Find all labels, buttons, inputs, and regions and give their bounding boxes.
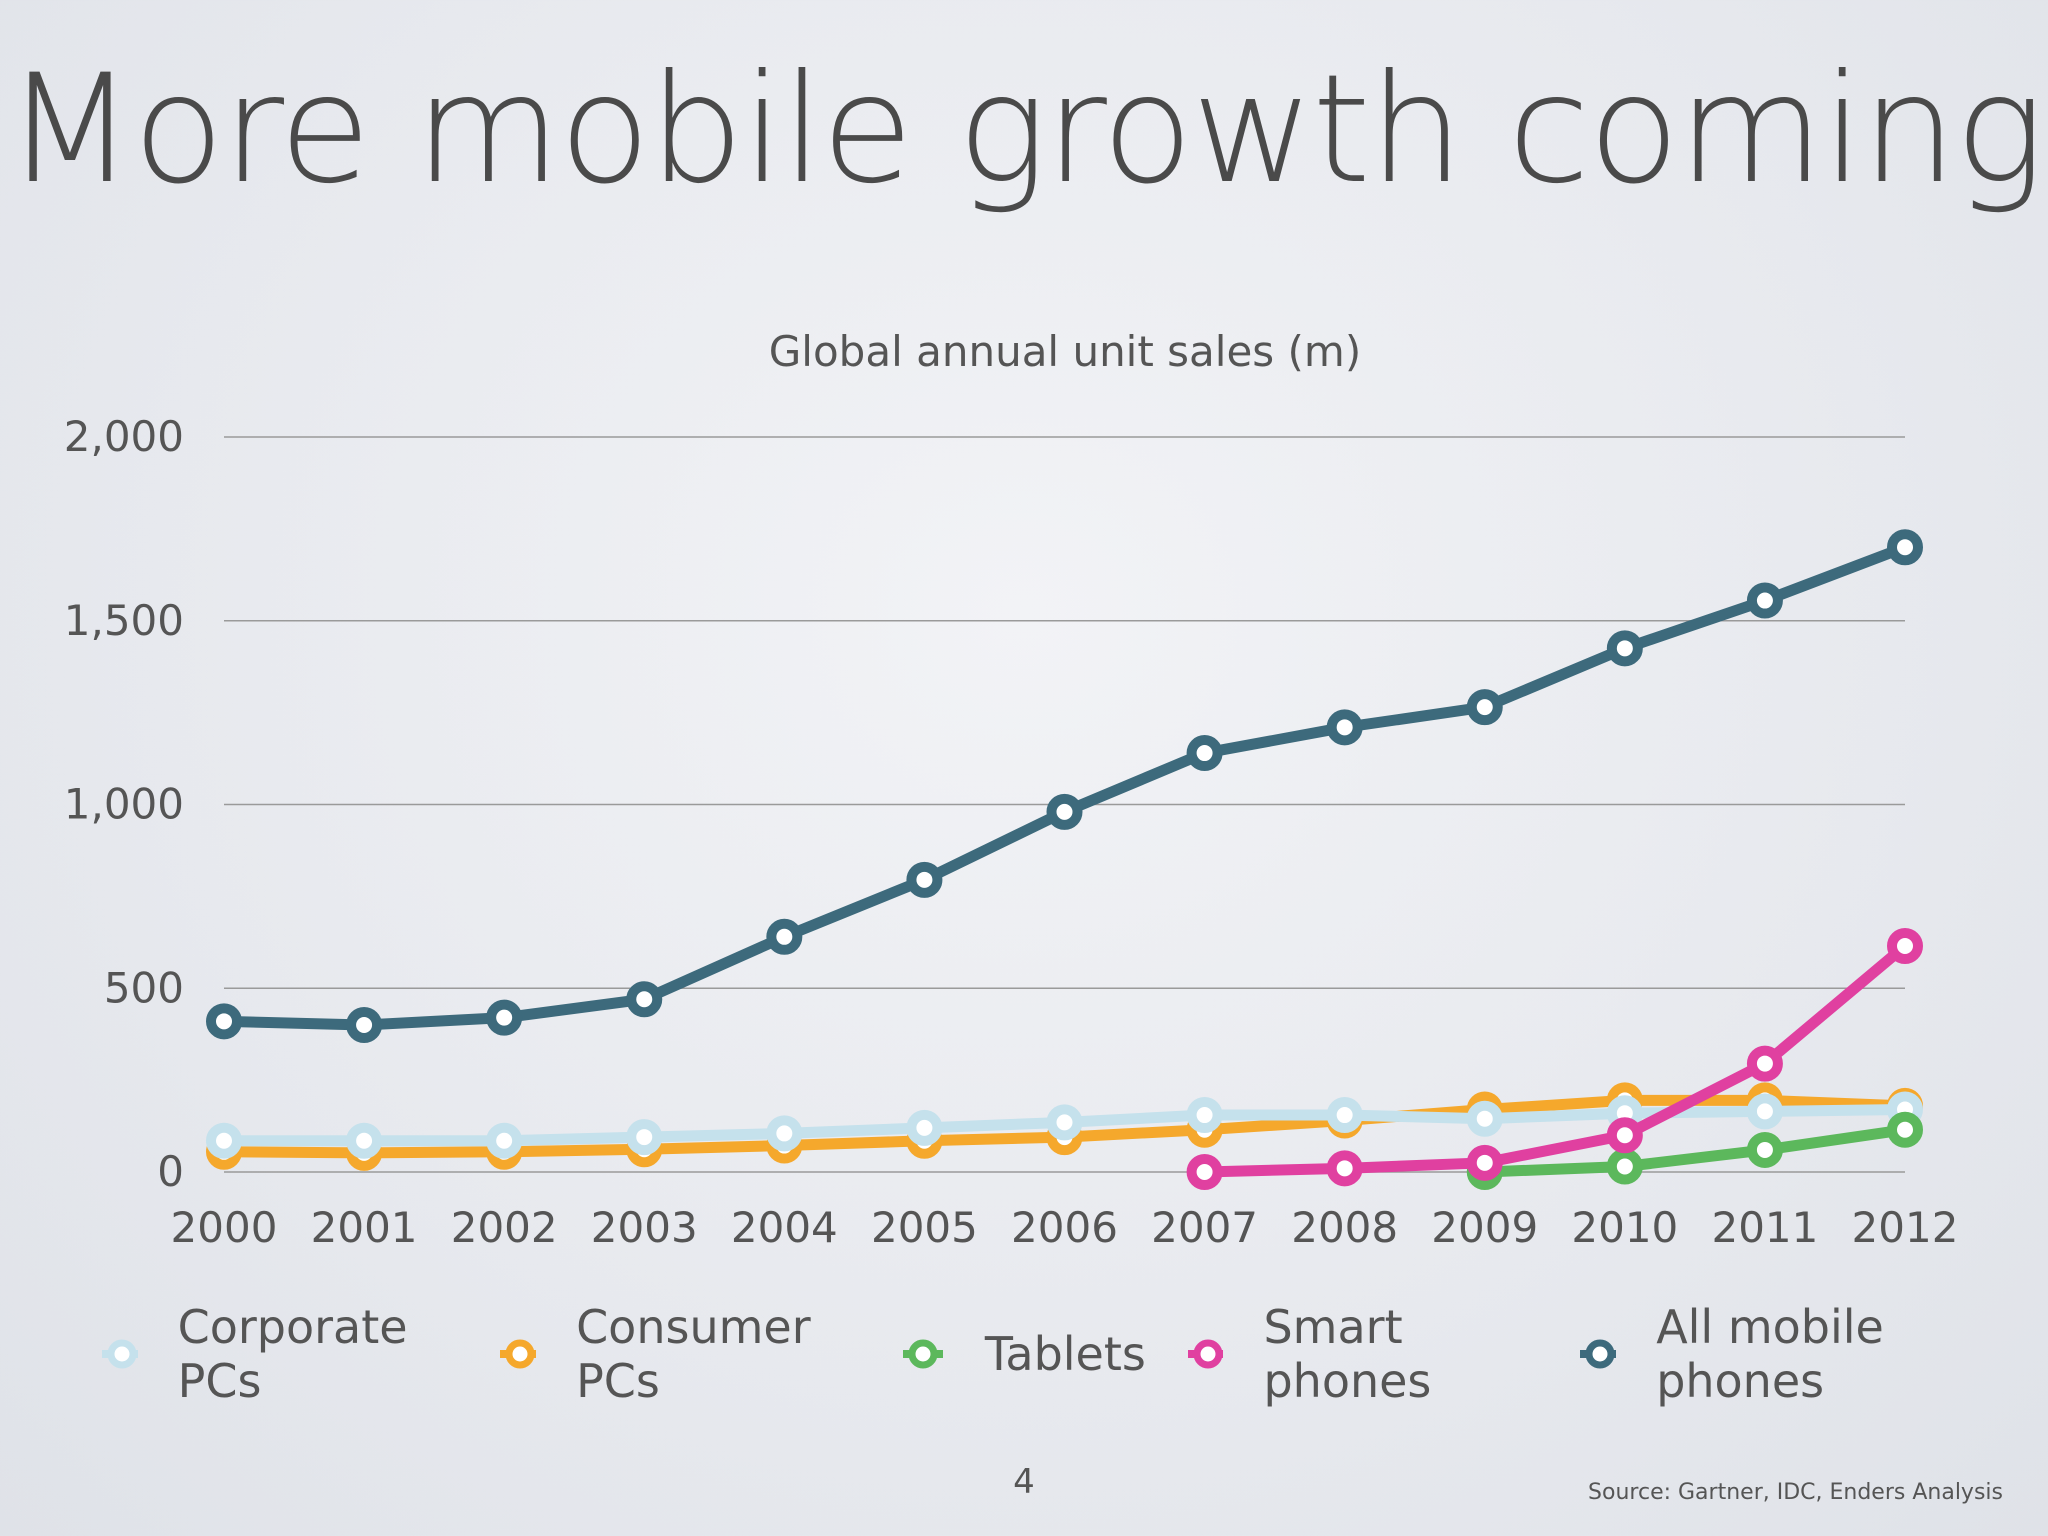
series-line: [1199, 940, 1911, 1178]
data-point: [1046, 1104, 1083, 1141]
data-point: [1326, 1097, 1363, 1134]
legend-label: Corporate PCs: [177, 1300, 408, 1408]
legend-marker-icon: [1187, 1339, 1224, 1369]
y-tick-label: 1,000: [64, 780, 184, 829]
y-tick-label: 2,000: [64, 412, 184, 461]
legend-item: Tablets: [901, 1327, 1146, 1381]
legend-label: All mobile phones: [1656, 1300, 1884, 1408]
data-point: [1606, 1117, 1643, 1154]
chart-legend: Corporate PCs Consumer PCs Tablets Smart ph…: [100, 1300, 2048, 1408]
data-point: [346, 1007, 383, 1043]
data-point: [1466, 1100, 1503, 1137]
x-axis-ticks: 2000 2001 2002 2003 2004 2005 2006 2007 2008 2009…: [171, 1203, 1959, 1252]
source-note: Source: Gartner, IDC, Enders Analysis: [1588, 1480, 2003, 1505]
legend-marker-icon: [1580, 1339, 1617, 1369]
x-tick-label: 2002: [451, 1203, 558, 1252]
legend-item: All mobile phones: [1578, 1300, 2008, 1408]
legend-marker-icon: [500, 1339, 537, 1369]
data-point: [1746, 1093, 1783, 1130]
data-point: [1606, 1148, 1643, 1185]
legend-label: Consumer PCs: [576, 1300, 811, 1408]
x-tick-label: 2006: [1011, 1203, 1118, 1252]
y-tick-label: 0: [157, 1147, 184, 1196]
legend-item: Smart phones: [1186, 1300, 1539, 1408]
series-line: [1479, 1124, 1911, 1178]
x-tick-label: 2007: [1151, 1203, 1258, 1252]
data-point: [346, 1122, 383, 1159]
data-point: [486, 999, 523, 1036]
legend-label: Smart phones: [1263, 1300, 1432, 1408]
data-point: [486, 1122, 523, 1159]
data-point: [1186, 1097, 1223, 1134]
series-smart-phones: [1186, 927, 1923, 1190]
x-tick-label: 2012: [1852, 1203, 1959, 1252]
data-point: [906, 861, 943, 898]
x-tick-label: 2008: [1291, 1203, 1398, 1252]
data-point: [1186, 735, 1223, 772]
data-point: [626, 981, 663, 1018]
data-point: [1887, 529, 1923, 566]
x-tick-label: 2005: [871, 1203, 978, 1252]
data-point: [1887, 1111, 1923, 1148]
page-number: 4: [1013, 1462, 1035, 1502]
legend-marker-icon: [902, 1339, 943, 1369]
data-point: [906, 1109, 943, 1146]
data-point: [1746, 1045, 1783, 1082]
data-point: [1746, 582, 1783, 619]
legend-marker-icon: [102, 1339, 138, 1369]
y-tick-label: 500: [104, 963, 184, 1012]
data-point: [1466, 689, 1503, 726]
x-tick-label: 2003: [591, 1203, 698, 1252]
x-tick-label: 2009: [1431, 1203, 1538, 1252]
legend-item: Corporate PCs: [100, 1300, 458, 1408]
x-tick-label: 2011: [1711, 1203, 1818, 1252]
data-point: [1606, 630, 1643, 667]
data-point: [766, 1115, 803, 1152]
series-line: [218, 541, 1911, 1031]
x-tick-label: 2000: [171, 1203, 278, 1252]
series-lines: [206, 529, 1923, 1190]
data-point: [766, 918, 803, 955]
data-point: [1186, 1154, 1223, 1190]
x-tick-label: 2004: [731, 1203, 838, 1252]
x-tick-label: 2001: [311, 1203, 418, 1252]
data-point: [1887, 927, 1923, 964]
series-all-mobile-phones: [206, 529, 1923, 1043]
data-point: [1746, 1131, 1783, 1168]
data-point: [1326, 709, 1363, 746]
slide-title: More mobile growth coming: [5, 43, 2044, 217]
data-point: [206, 1122, 242, 1159]
data-point: [1326, 1150, 1363, 1187]
data-point: [1466, 1144, 1503, 1181]
chart-title: Global annual unit sales (m): [768, 327, 1362, 376]
data-point: [206, 1003, 242, 1040]
y-axis-ticks: 0 500 1,000 1,500 2,000: [64, 412, 184, 1196]
x-tick-label: 2010: [1571, 1203, 1678, 1252]
y-tick-label: 1,500: [64, 596, 184, 645]
data-point: [1046, 793, 1083, 830]
data-point: [626, 1119, 663, 1156]
legend-label: Tablets: [984, 1327, 1146, 1381]
legend-item: Consumer PCs: [498, 1300, 860, 1408]
